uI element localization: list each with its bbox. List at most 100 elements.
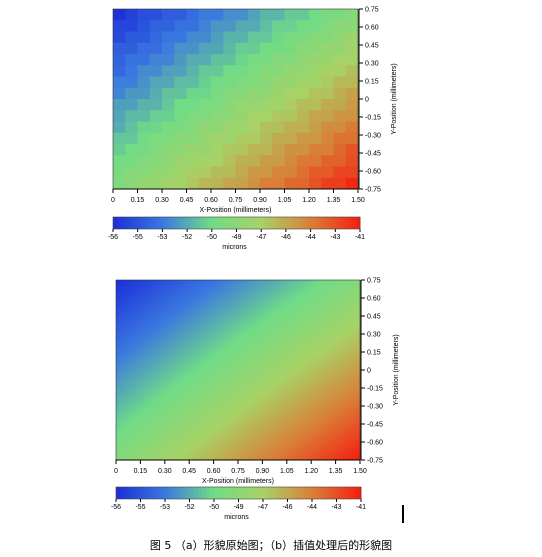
heatmap-cell <box>220 280 224 283</box>
heatmap-cell <box>306 302 310 306</box>
heatmap-cell <box>345 291 349 294</box>
heatmap-cell <box>189 286 193 290</box>
heatmap-cell <box>194 331 197 335</box>
heatmap-cell <box>316 361 319 364</box>
heatmap-cell <box>259 345 263 348</box>
heatmap-cell <box>281 356 285 360</box>
heatmap-cell <box>137 300 141 303</box>
heatmap-cell <box>355 313 358 317</box>
heatmap-cell <box>284 65 298 77</box>
heatmap-cell <box>186 110 200 122</box>
heatmap-cell <box>299 291 302 294</box>
heatmap-cell <box>320 358 324 362</box>
heatmap-cell <box>194 286 197 290</box>
heatmap-cell <box>279 370 283 373</box>
heatmap-cell <box>201 298 205 301</box>
heatmap-cell <box>257 367 261 371</box>
heatmap-cell <box>338 376 341 380</box>
heatmap-cell <box>267 309 271 312</box>
heatmap-cell <box>269 345 273 348</box>
heatmap-cell <box>242 340 246 344</box>
heatmap-cell <box>181 345 185 348</box>
heatmap-cell <box>198 367 202 371</box>
heatmap-cell <box>130 340 134 344</box>
heatmap-cell <box>242 309 246 312</box>
heatmap-cell <box>164 331 168 335</box>
heatmap-cell <box>184 338 188 342</box>
heatmap-cell <box>113 42 126 55</box>
heatmap-cell <box>255 295 258 299</box>
colorbar-segment <box>191 217 196 229</box>
heatmap-cell <box>133 309 136 312</box>
heatmap-cell <box>345 329 349 333</box>
colorbar-segment <box>182 217 188 229</box>
heatmap-cell <box>320 345 324 348</box>
heatmap-cell <box>250 320 254 324</box>
heatmap-cell <box>194 334 197 337</box>
heatmap-cell <box>230 293 234 297</box>
heatmap-cell <box>186 334 190 337</box>
heatmap-cell <box>225 334 229 337</box>
heatmap-cell <box>325 316 329 319</box>
heatmap-cell <box>116 316 119 319</box>
heatmap-cell <box>213 331 217 335</box>
heatmap-cell <box>289 370 293 373</box>
heatmap-cell <box>313 376 317 380</box>
heatmap-cell <box>181 304 185 308</box>
heatmap-cell <box>196 304 200 308</box>
heatmap-cell <box>140 381 144 384</box>
heatmap-cell <box>191 352 195 355</box>
heatmap-cell <box>347 361 351 364</box>
heatmap-cell <box>164 370 168 373</box>
heatmap-cell <box>247 345 251 348</box>
heatmap-cell <box>196 295 200 299</box>
heatmap-cell <box>294 286 297 290</box>
heatmap-cell <box>255 320 258 324</box>
heatmap-cell <box>177 376 180 380</box>
heatmap-cell <box>225 338 229 342</box>
heatmap-cell <box>313 363 317 366</box>
colorbar-segment <box>248 217 254 229</box>
heatmap-cell <box>345 322 349 326</box>
heatmap-cell <box>262 280 266 283</box>
heatmap-cell <box>274 336 278 339</box>
heatmap-cell <box>211 352 214 355</box>
heatmap-cell <box>220 361 224 364</box>
heatmap-cell <box>238 334 241 337</box>
heatmap-cell <box>320 336 324 339</box>
heatmap-cell <box>181 347 185 351</box>
heatmap-cell <box>303 331 307 335</box>
heatmap-cell <box>172 304 175 308</box>
heatmap-cell <box>140 318 144 321</box>
heatmap-cell <box>294 336 297 339</box>
heatmap-cell <box>177 313 180 317</box>
heatmap-cell <box>142 322 146 326</box>
heatmap-cell <box>318 327 322 330</box>
heatmap-cell <box>311 298 315 301</box>
heatmap-cell <box>306 320 310 324</box>
heatmap-cell <box>242 374 246 378</box>
heatmap-cell <box>130 379 134 382</box>
heatmap-cell <box>296 354 300 357</box>
heatmap-cell <box>335 338 339 342</box>
heatmap-cell <box>330 329 334 333</box>
heatmap-cell <box>340 354 344 357</box>
heatmap-cell <box>130 291 134 294</box>
heatmap-cell <box>238 345 241 348</box>
heatmap-cell <box>345 110 359 122</box>
heatmap-cell <box>308 307 312 310</box>
heatmap-cell <box>191 376 195 380</box>
heatmap-cell <box>342 347 346 351</box>
heatmap-cell <box>228 293 232 297</box>
heatmap-cell <box>123 370 127 373</box>
heatmap-cell <box>198 300 202 303</box>
heatmap-cell <box>179 313 183 317</box>
heatmap-cell <box>240 298 244 301</box>
heatmap-cell <box>186 361 190 364</box>
heatmap-cell <box>289 316 293 319</box>
heatmap-cell <box>201 374 205 378</box>
heatmap-cell <box>284 144 298 156</box>
heatmap-cell <box>135 356 139 360</box>
heatmap-cell <box>242 325 246 328</box>
heatmap-cell <box>342 334 346 337</box>
